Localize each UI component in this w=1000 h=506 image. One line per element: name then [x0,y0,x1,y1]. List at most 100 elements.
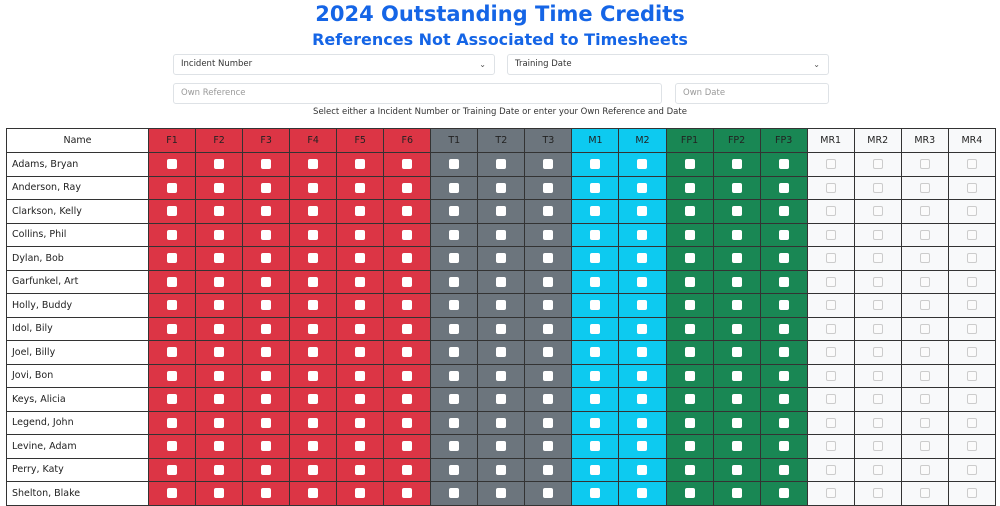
checkbox-mr1[interactable] [825,370,836,381]
checkbox-mr4[interactable] [966,323,977,334]
checkbox-f4[interactable] [308,159,319,170]
checkbox-fp2[interactable] [731,441,742,452]
checkbox-f6[interactable] [402,206,413,217]
checkbox-fp2[interactable] [731,370,742,381]
checkbox-mr1[interactable] [825,464,836,475]
checkbox-f4[interactable] [308,182,319,193]
checkbox-f3[interactable] [261,159,272,170]
checkbox-f1[interactable] [167,300,178,311]
checkbox-m1[interactable] [590,323,601,334]
checkbox-f1[interactable] [167,347,178,358]
checkbox-f2[interactable] [214,159,225,170]
checkbox-mr1[interactable] [825,159,836,170]
checkbox-f1[interactable] [167,182,178,193]
checkbox-t1[interactable] [449,417,460,428]
checkbox-m2[interactable] [637,417,648,428]
checkbox-fp3[interactable] [778,488,789,499]
checkbox-f6[interactable] [402,276,413,287]
checkbox-t2[interactable] [496,370,507,381]
checkbox-mr3[interactable] [919,206,930,217]
own-reference-input[interactable]: Own Reference [173,83,662,104]
checkbox-f5[interactable] [355,323,366,334]
checkbox-m1[interactable] [590,229,601,240]
training-date-select[interactable]: Training Date ⌄ [507,54,829,75]
checkbox-f1[interactable] [167,253,178,264]
checkbox-fp1[interactable] [684,394,695,405]
checkbox-t1[interactable] [449,347,460,358]
checkbox-mr4[interactable] [966,300,977,311]
checkbox-fp2[interactable] [731,488,742,499]
checkbox-mr4[interactable] [966,182,977,193]
checkbox-f5[interactable] [355,347,366,358]
checkbox-t2[interactable] [496,182,507,193]
checkbox-f5[interactable] [355,159,366,170]
checkbox-f6[interactable] [402,347,413,358]
checkbox-fp3[interactable] [778,441,789,452]
checkbox-mr4[interactable] [966,464,977,475]
checkbox-t3[interactable] [543,441,554,452]
checkbox-fp2[interactable] [731,206,742,217]
checkbox-f2[interactable] [214,229,225,240]
checkbox-f4[interactable] [308,323,319,334]
checkbox-f6[interactable] [402,182,413,193]
checkbox-t1[interactable] [449,323,460,334]
checkbox-fp3[interactable] [778,159,789,170]
checkbox-f4[interactable] [308,300,319,311]
checkbox-t2[interactable] [496,300,507,311]
checkbox-f4[interactable] [308,347,319,358]
checkbox-m2[interactable] [637,206,648,217]
checkbox-m1[interactable] [590,253,601,264]
checkbox-fp3[interactable] [778,347,789,358]
checkbox-t2[interactable] [496,417,507,428]
checkbox-f5[interactable] [355,464,366,475]
checkbox-mr2[interactable] [872,159,883,170]
checkbox-fp3[interactable] [778,300,789,311]
checkbox-m1[interactable] [590,464,601,475]
checkbox-f5[interactable] [355,229,366,240]
checkbox-mr3[interactable] [919,394,930,405]
checkbox-f6[interactable] [402,370,413,381]
checkbox-fp2[interactable] [731,182,742,193]
checkbox-t3[interactable] [543,323,554,334]
checkbox-f6[interactable] [402,464,413,475]
checkbox-t3[interactable] [543,370,554,381]
checkbox-mr2[interactable] [872,276,883,287]
checkbox-fp3[interactable] [778,182,789,193]
checkbox-f1[interactable] [167,206,178,217]
checkbox-m1[interactable] [590,347,601,358]
checkbox-mr3[interactable] [919,253,930,264]
checkbox-fp3[interactable] [778,206,789,217]
checkbox-t1[interactable] [449,229,460,240]
checkbox-mr3[interactable] [919,323,930,334]
incident-number-select[interactable]: Incident Number ⌄ [173,54,495,75]
checkbox-mr3[interactable] [919,464,930,475]
checkbox-t1[interactable] [449,182,460,193]
checkbox-f5[interactable] [355,276,366,287]
checkbox-f3[interactable] [261,370,272,381]
checkbox-f6[interactable] [402,488,413,499]
checkbox-mr4[interactable] [966,441,977,452]
checkbox-f1[interactable] [167,394,178,405]
checkbox-f6[interactable] [402,229,413,240]
checkbox-f5[interactable] [355,441,366,452]
checkbox-f3[interactable] [261,394,272,405]
checkbox-m2[interactable] [637,182,648,193]
checkbox-f4[interactable] [308,394,319,405]
checkbox-fp3[interactable] [778,253,789,264]
checkbox-fp1[interactable] [684,347,695,358]
checkbox-mr3[interactable] [919,300,930,311]
checkbox-mr1[interactable] [825,276,836,287]
checkbox-mr1[interactable] [825,229,836,240]
checkbox-t3[interactable] [543,276,554,287]
checkbox-m1[interactable] [590,276,601,287]
checkbox-mr4[interactable] [966,206,977,217]
checkbox-fp1[interactable] [684,206,695,217]
checkbox-mr4[interactable] [966,394,977,405]
checkbox-t3[interactable] [543,394,554,405]
checkbox-mr3[interactable] [919,347,930,358]
checkbox-m1[interactable] [590,394,601,405]
checkbox-f3[interactable] [261,441,272,452]
checkbox-fp3[interactable] [778,417,789,428]
checkbox-mr2[interactable] [872,253,883,264]
checkbox-t1[interactable] [449,370,460,381]
